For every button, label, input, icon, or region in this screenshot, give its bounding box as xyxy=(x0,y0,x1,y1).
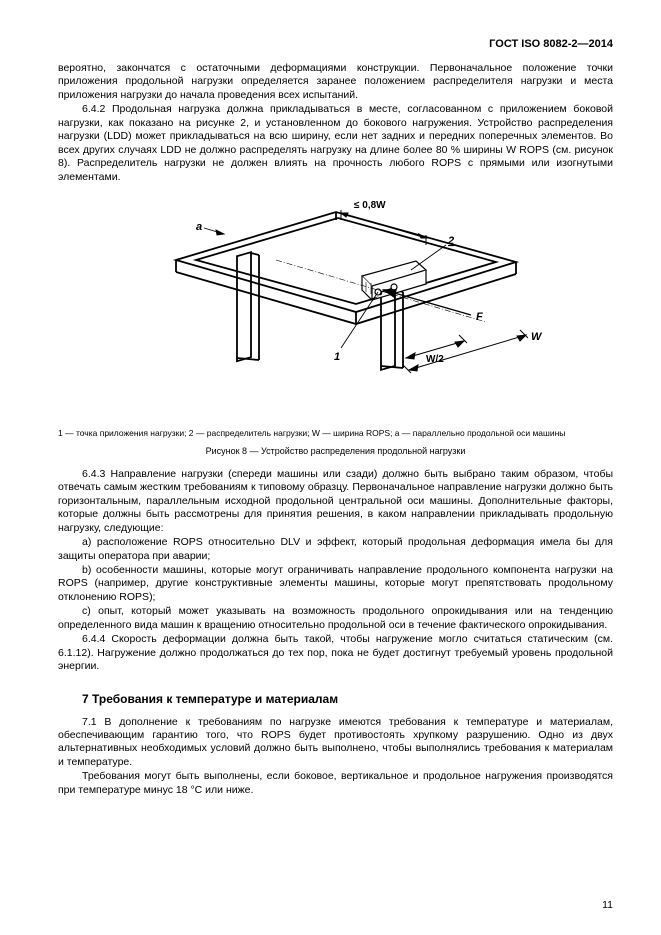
paragraph-6-4-3: 6.4.3 Направление нагрузки (спереди маши… xyxy=(58,468,613,535)
label-2: 2 xyxy=(447,235,454,247)
page-number: 11 xyxy=(602,899,613,911)
figure-8-title: Рисунок 8 — Устройство распределения про… xyxy=(58,446,613,456)
paragraph-6-4-4: 6.4.4 Скорость деформации должна быть та… xyxy=(58,633,613,673)
document-page: ГОСТ ISO 8082-2—2014 вероятно, закончатс… xyxy=(0,0,661,935)
label-w2: W/2 xyxy=(426,354,444,365)
paragraph-6-4-2: 6.4.2 Продольная нагрузка должна приклад… xyxy=(58,103,613,184)
figure-8: ≤ 0,8W F W W/2 xyxy=(58,190,613,420)
paragraph-7-1b: Требования могут быть выполнены, если бо… xyxy=(58,770,613,797)
figure-8-legend: 1 — точка приложения нагрузки; 2 — распр… xyxy=(58,428,613,438)
dim-08w: ≤ 0,8W xyxy=(354,200,386,211)
section-7-title: 7 Требования к температуре и материалам xyxy=(58,692,613,706)
paragraph-6-4-3-a: a) расположение ROPS относительно DLV и … xyxy=(58,536,613,563)
paragraph-6-4-3-c: c) опыт, который может указывать на возм… xyxy=(58,605,613,632)
document-header: ГОСТ ISO 8082-2—2014 xyxy=(58,38,613,50)
figure-8-diagram: ≤ 0,8W F W W/2 xyxy=(126,190,546,420)
paragraph-intro: вероятно, закончатся с остаточными дефор… xyxy=(58,62,613,102)
label-w: W xyxy=(531,331,543,343)
paragraph-7-1: 7.1 В дополнение к требованиям по нагруз… xyxy=(58,716,613,770)
label-1: 1 xyxy=(334,351,340,363)
label-f: F xyxy=(476,311,483,323)
paragraph-6-4-3-b: b) особенности машины, которые могут огр… xyxy=(58,564,613,604)
label-a: a xyxy=(196,221,202,233)
